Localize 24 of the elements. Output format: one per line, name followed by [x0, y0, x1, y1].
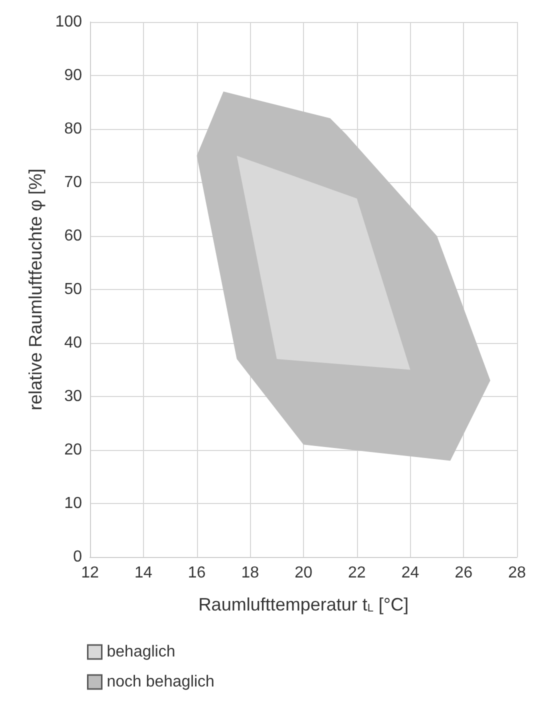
x-tick-label: 18: [241, 564, 260, 582]
y-axis-title: relative Raumluftfeuchte φ [%]: [25, 168, 46, 410]
y-tick-label: 10: [64, 495, 82, 512]
x-axis-title: Raumlufttemperatur tL [°C]: [198, 594, 409, 614]
y-tick-label: 0: [73, 548, 82, 566]
x-tick-label: 28: [508, 564, 526, 582]
y-tick-label: 70: [64, 174, 82, 191]
y-tick-label: 80: [64, 120, 82, 138]
x-tick-label: 16: [188, 564, 206, 582]
legend-label: noch behaglich: [106, 674, 214, 690]
y-tick-label: 50: [64, 281, 82, 298]
x-tick-label: 14: [134, 564, 152, 582]
x-tick-label: 26: [454, 564, 473, 582]
y-tick-label: 40: [64, 334, 82, 352]
x-tick-label: 12: [81, 564, 99, 582]
x-tick-label: 22: [348, 564, 366, 582]
y-tick-label: 60: [64, 228, 82, 244]
legend-label: behaglich: [106, 644, 176, 660]
x-tick-label: 24: [401, 564, 420, 582]
y-tick-label: 20: [64, 442, 82, 458]
y-tick-label: 100: [55, 14, 82, 30]
y-tick-label: 30: [64, 388, 82, 405]
y-tick-label: 90: [64, 67, 82, 84]
x-tick-label: 20: [294, 564, 312, 582]
